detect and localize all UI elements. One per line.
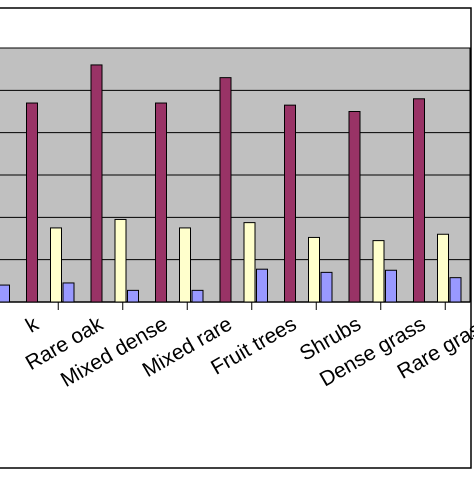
bar-s0-5 <box>320 271 333 303</box>
bar-s1-5 <box>348 111 361 303</box>
bar-s1-4 <box>284 104 296 303</box>
bar-s0-7 <box>449 277 462 303</box>
bar-s2-3 <box>243 222 256 303</box>
bar-s2-2 <box>179 227 191 303</box>
bar-s2-6 <box>437 233 449 303</box>
bar-s0-2 <box>127 289 139 303</box>
bar-s1-2 <box>155 102 167 303</box>
bar-s1-3 <box>219 77 232 303</box>
bar-s0-0 <box>0 284 10 303</box>
bar-s1-0 <box>26 102 38 303</box>
bar-s1-6 <box>413 98 425 303</box>
bar-s0-4 <box>256 268 268 303</box>
bar-s1-1 <box>90 64 103 303</box>
bar-s2-4 <box>308 236 320 303</box>
bar-s2-0 <box>50 227 62 303</box>
bar-s0-3 <box>191 289 204 303</box>
bar-s0-1 <box>62 282 75 303</box>
bar-s2-5 <box>372 240 385 303</box>
bar-s0-6 <box>385 269 397 303</box>
bar-s2-1 <box>114 218 127 303</box>
